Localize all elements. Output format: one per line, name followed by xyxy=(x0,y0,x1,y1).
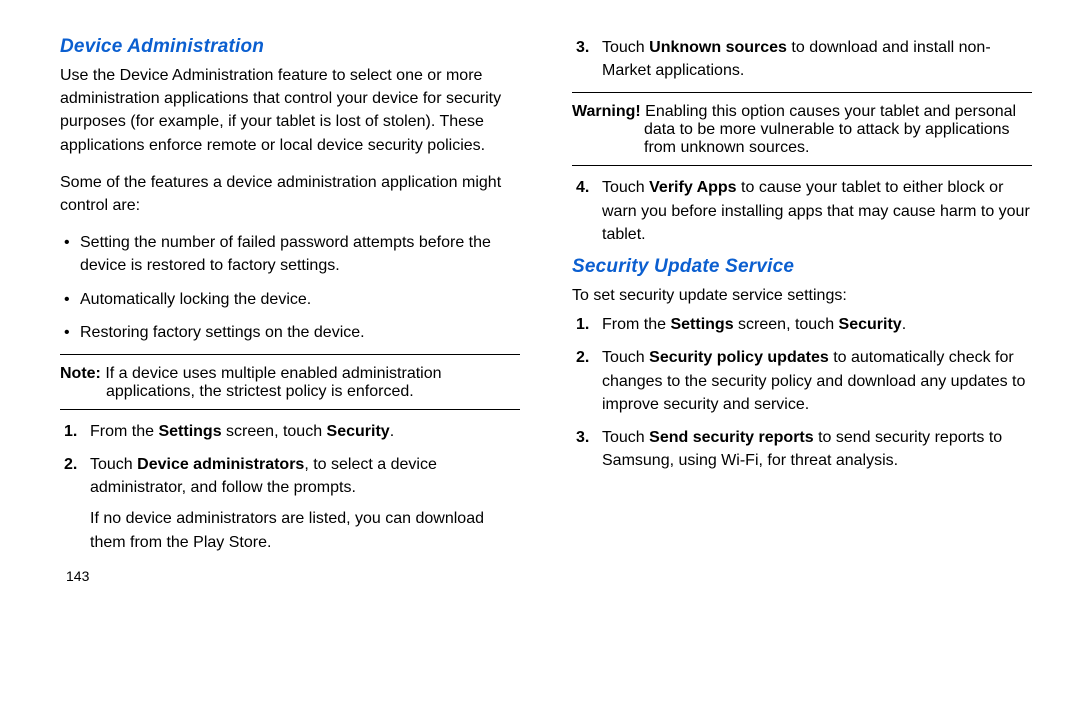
step-number: 2. xyxy=(576,346,589,369)
list-item: Setting the number of failed password at… xyxy=(64,231,520,277)
step-2: 2. Touch Device administrators, to selec… xyxy=(60,453,520,554)
security-update-intro: To set security update service settings: xyxy=(572,284,1032,307)
step-text: Touch Device administrators, to select a… xyxy=(90,456,437,496)
step-text: From the Settings screen, touch Security… xyxy=(90,423,394,440)
continued-steps: 3. Touch Unknown sources to download and… xyxy=(572,36,1032,82)
left-column: Device Administration Use the Device Adm… xyxy=(60,36,546,700)
t: Touch xyxy=(602,179,649,196)
step-3: 3. Touch Unknown sources to download and… xyxy=(572,36,1032,82)
t: screen, touch xyxy=(734,316,839,333)
device-admin-features-lead: Some of the features a device administra… xyxy=(60,171,520,217)
divider xyxy=(572,165,1032,166)
step-4: 4. Touch Verify Apps to cause your table… xyxy=(572,176,1032,246)
bold: Settings xyxy=(670,316,733,333)
warning-block: Warning! Enabling this option causes you… xyxy=(572,103,1032,157)
step-number: 4. xyxy=(576,176,589,199)
divider xyxy=(572,92,1032,93)
step-number: 3. xyxy=(576,426,589,449)
heading-security-update-service: Security Update Service xyxy=(572,256,1032,278)
bold: Settings xyxy=(158,423,221,440)
t: Touch xyxy=(90,456,137,473)
security-update-steps: 1. From the Settings screen, touch Secur… xyxy=(572,313,1032,472)
step-number: 1. xyxy=(576,313,589,336)
step-text: Touch Security policy updates to automat… xyxy=(602,349,1025,412)
t: Touch xyxy=(602,349,649,366)
device-admin-intro: Use the Device Administration feature to… xyxy=(60,64,520,157)
step-text: Touch Unknown sources to download and in… xyxy=(602,39,991,79)
bold: Device administrators xyxy=(137,456,304,473)
note-block: Note: If a device uses multiple enabled … xyxy=(60,365,520,401)
bold: Send security reports xyxy=(649,429,814,446)
list-item: Automatically locking the device. xyxy=(64,288,520,311)
bold: Verify Apps xyxy=(649,179,736,196)
t: From the xyxy=(602,316,670,333)
step-number: 3. xyxy=(576,36,589,59)
step-1: 1. From the Settings screen, touch Secur… xyxy=(60,420,520,443)
t: . xyxy=(390,423,394,440)
step-aftertext: If no device administrators are listed, … xyxy=(90,507,520,553)
t: screen, touch xyxy=(222,423,327,440)
bold: Security policy updates xyxy=(649,349,829,366)
t: From the xyxy=(90,423,158,440)
note-label: Note: xyxy=(60,365,101,382)
step-3: 3. Touch Send security reports to send s… xyxy=(572,426,1032,472)
right-column: 3. Touch Unknown sources to download and… xyxy=(546,36,1032,700)
step-text: Touch Send security reports to send secu… xyxy=(602,429,1002,469)
continued-steps-2: 4. Touch Verify Apps to cause your table… xyxy=(572,176,1032,246)
device-admin-steps: 1. From the Settings screen, touch Secur… xyxy=(60,420,520,554)
warning-label: Warning! xyxy=(572,103,641,120)
t: Touch xyxy=(602,429,649,446)
step-1: 1. From the Settings screen, touch Secur… xyxy=(572,313,1032,336)
bold: Security xyxy=(327,423,390,440)
device-admin-feature-list: Setting the number of failed password at… xyxy=(60,231,520,344)
step-2: 2. Touch Security policy updates to auto… xyxy=(572,346,1032,416)
step-text: From the Settings screen, touch Security… xyxy=(602,316,906,333)
note-text-rest: applications, the strictest policy is en… xyxy=(106,383,520,401)
bold: Security xyxy=(839,316,902,333)
divider xyxy=(60,354,520,355)
t: . xyxy=(902,316,906,333)
page-number: 143 xyxy=(66,568,520,584)
step-text: Touch Verify Apps to cause your tablet t… xyxy=(602,179,1030,242)
heading-device-administration: Device Administration xyxy=(60,36,520,58)
divider xyxy=(60,409,520,410)
step-number: 2. xyxy=(64,453,77,476)
list-item: Restoring factory settings on the device… xyxy=(64,321,520,344)
note-text-first: If a device uses multiple enabled admini… xyxy=(101,365,442,382)
step-number: 1. xyxy=(64,420,77,443)
manual-page: Device Administration Use the Device Adm… xyxy=(0,0,1080,720)
t: Touch xyxy=(602,39,649,56)
bold: Unknown sources xyxy=(649,39,787,56)
warning-text-rest: data to be more vulnerable to attack by … xyxy=(644,121,1032,157)
warning-text-first: Enabling this option causes your tablet … xyxy=(641,103,1016,120)
